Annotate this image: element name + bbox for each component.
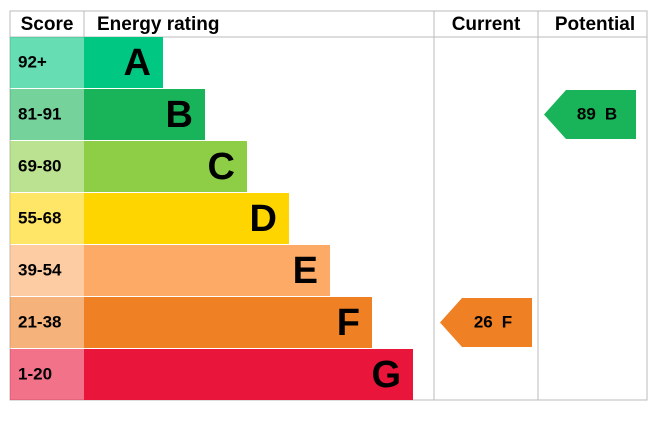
score-cell — [10, 245, 84, 296]
header: Score — [21, 14, 74, 35]
rating-bar — [84, 89, 205, 140]
score-label: 92+ — [18, 52, 47, 71]
rating-arrow — [440, 298, 532, 347]
rating-value: 89 — [577, 105, 596, 124]
score-label: 69-80 — [18, 156, 61, 175]
rating-bar — [84, 193, 289, 244]
rating-bar — [84, 141, 247, 192]
header: Potential — [555, 14, 635, 35]
rating-letter: F — [502, 313, 512, 332]
rating-bar — [84, 245, 330, 296]
rating-bar — [84, 297, 372, 348]
rating-letter: G — [371, 354, 401, 396]
score-label: 1-20 — [18, 364, 52, 383]
rating-arrow-label: 89 B — [577, 105, 617, 124]
header: Current — [452, 14, 521, 35]
rating-arrow-label: 26 F — [474, 313, 512, 332]
rating-bar — [84, 349, 413, 400]
score-cell — [10, 37, 84, 88]
score-cell — [10, 89, 84, 140]
rating-bar — [84, 37, 163, 88]
rating-letter: A — [124, 42, 151, 84]
rating-letter: E — [293, 250, 318, 292]
score-label: 21-38 — [18, 312, 61, 331]
rating-value: 26 — [474, 313, 493, 332]
score-cell — [10, 349, 84, 400]
rating-letter: B — [166, 94, 193, 136]
score-label: 81-91 — [18, 104, 61, 123]
rating-letter: B — [605, 105, 617, 124]
rating-letter: F — [337, 302, 360, 344]
rating-letter: D — [250, 198, 277, 240]
score-label: 39-54 — [18, 260, 62, 279]
header: Energy rating — [97, 14, 219, 35]
score-cell — [10, 193, 84, 244]
rating-arrow — [544, 90, 636, 139]
score-cell — [10, 297, 84, 348]
rating-letter: C — [208, 146, 235, 188]
score-label: 55-68 — [18, 208, 61, 227]
score-cell — [10, 141, 84, 192]
